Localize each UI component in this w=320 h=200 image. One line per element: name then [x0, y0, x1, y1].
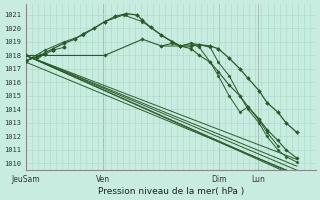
X-axis label: Pression niveau de la mer( hPa ): Pression niveau de la mer( hPa ) — [98, 187, 244, 196]
